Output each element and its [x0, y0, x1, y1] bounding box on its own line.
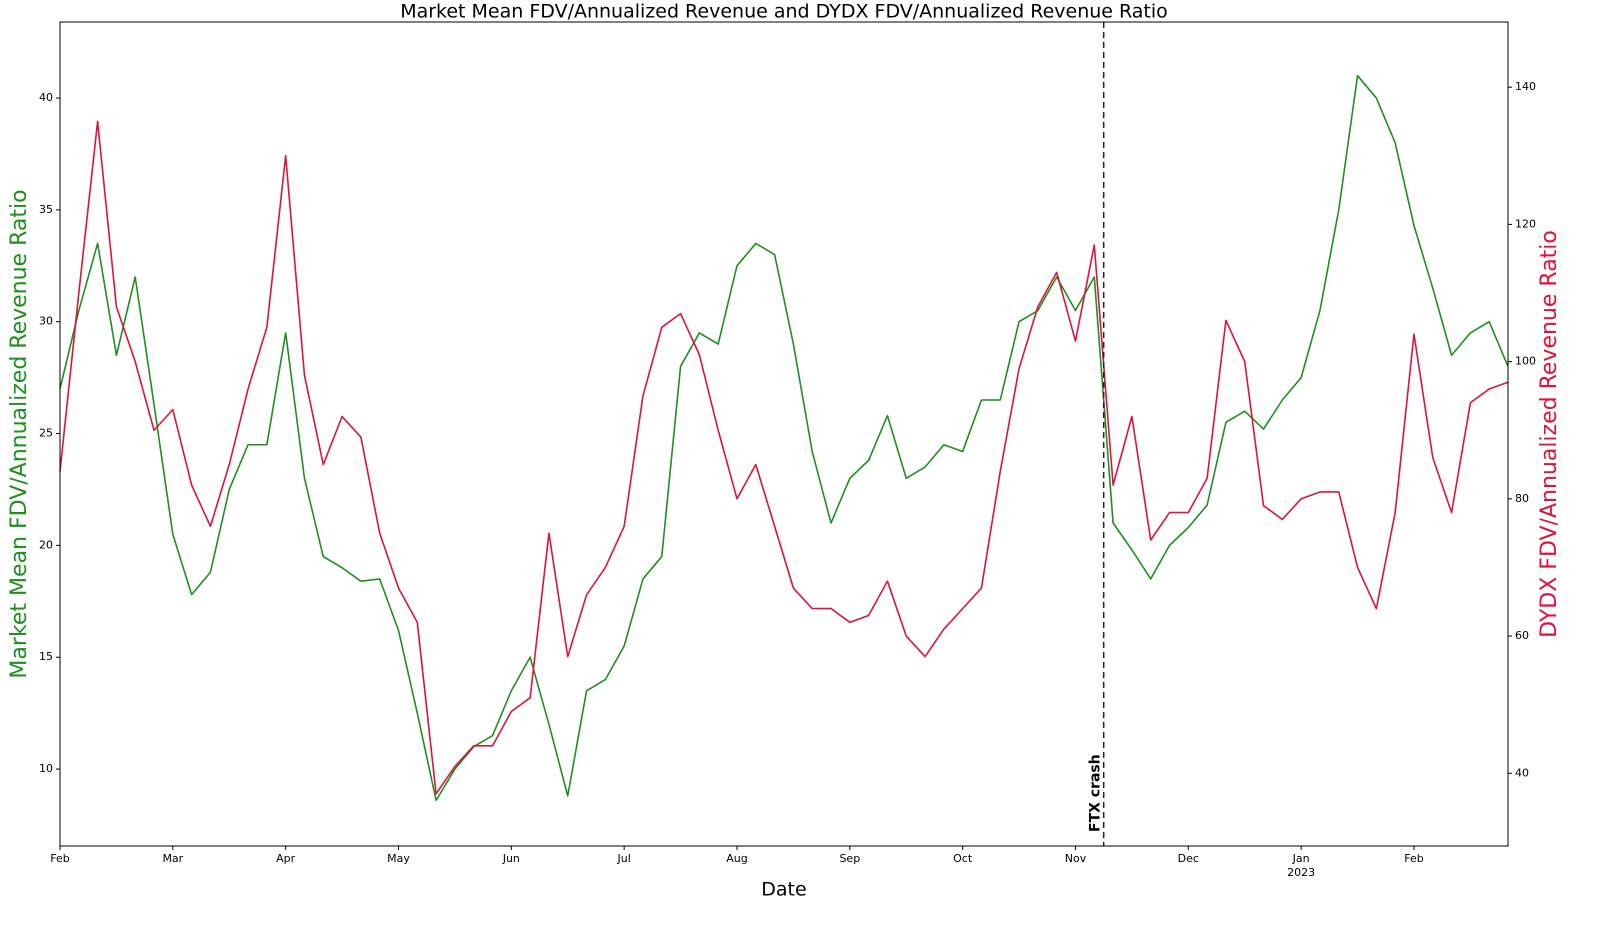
y-tick-label: 25 [39, 427, 53, 440]
y2-tick-label: 40 [1515, 766, 1529, 779]
x-tick-label: Aug [726, 852, 747, 865]
y2-tick-label: 100 [1515, 355, 1536, 368]
y-tick-label: 10 [39, 762, 53, 775]
x-tick-label: Feb [50, 852, 69, 865]
x-tick-label: Feb [1404, 852, 1423, 865]
y-tick-label: 35 [39, 203, 53, 216]
y2-tick-label: 140 [1515, 80, 1536, 93]
y-tick-label: 30 [39, 315, 53, 328]
x-tick-label: Jan [1292, 852, 1310, 865]
x-tick-label: Nov [1065, 852, 1087, 865]
x-tick-label: Sep [839, 852, 860, 865]
x-year-label: 2023 [1287, 866, 1315, 879]
y2-axis-label: DYDX FDV/Annualized Revenue Ratio [1537, 230, 1562, 638]
series-line [59, 74, 1509, 802]
x-tick-label: Apr [276, 852, 296, 865]
y-axis-label: Market Mean FDV/Annualized Revenue Ratio [7, 189, 32, 678]
y2-tick-label: 60 [1515, 629, 1529, 642]
y-tick-label: 20 [39, 538, 53, 551]
y2-tick-label: 120 [1515, 217, 1536, 230]
x-tick-label: Mar [162, 852, 183, 865]
x-tick-label: Jun [502, 852, 520, 865]
x-tick-label: Dec [1178, 852, 1199, 865]
x-tick-label: Jul [617, 852, 631, 865]
series-line [59, 120, 1509, 795]
x-axis-label: Date [761, 879, 806, 901]
y2-tick-label: 80 [1515, 492, 1529, 505]
x-tick-label: Oct [953, 852, 973, 865]
x-tick-label: May [387, 852, 410, 865]
y-tick-label: 15 [39, 650, 53, 663]
chart-title: Market Mean FDV/Annualized Revenue and D… [400, 1, 1168, 23]
y-tick-label: 40 [39, 91, 53, 104]
annotation-text: FTX crash [1088, 754, 1104, 832]
plot-frame [59, 21, 1509, 847]
